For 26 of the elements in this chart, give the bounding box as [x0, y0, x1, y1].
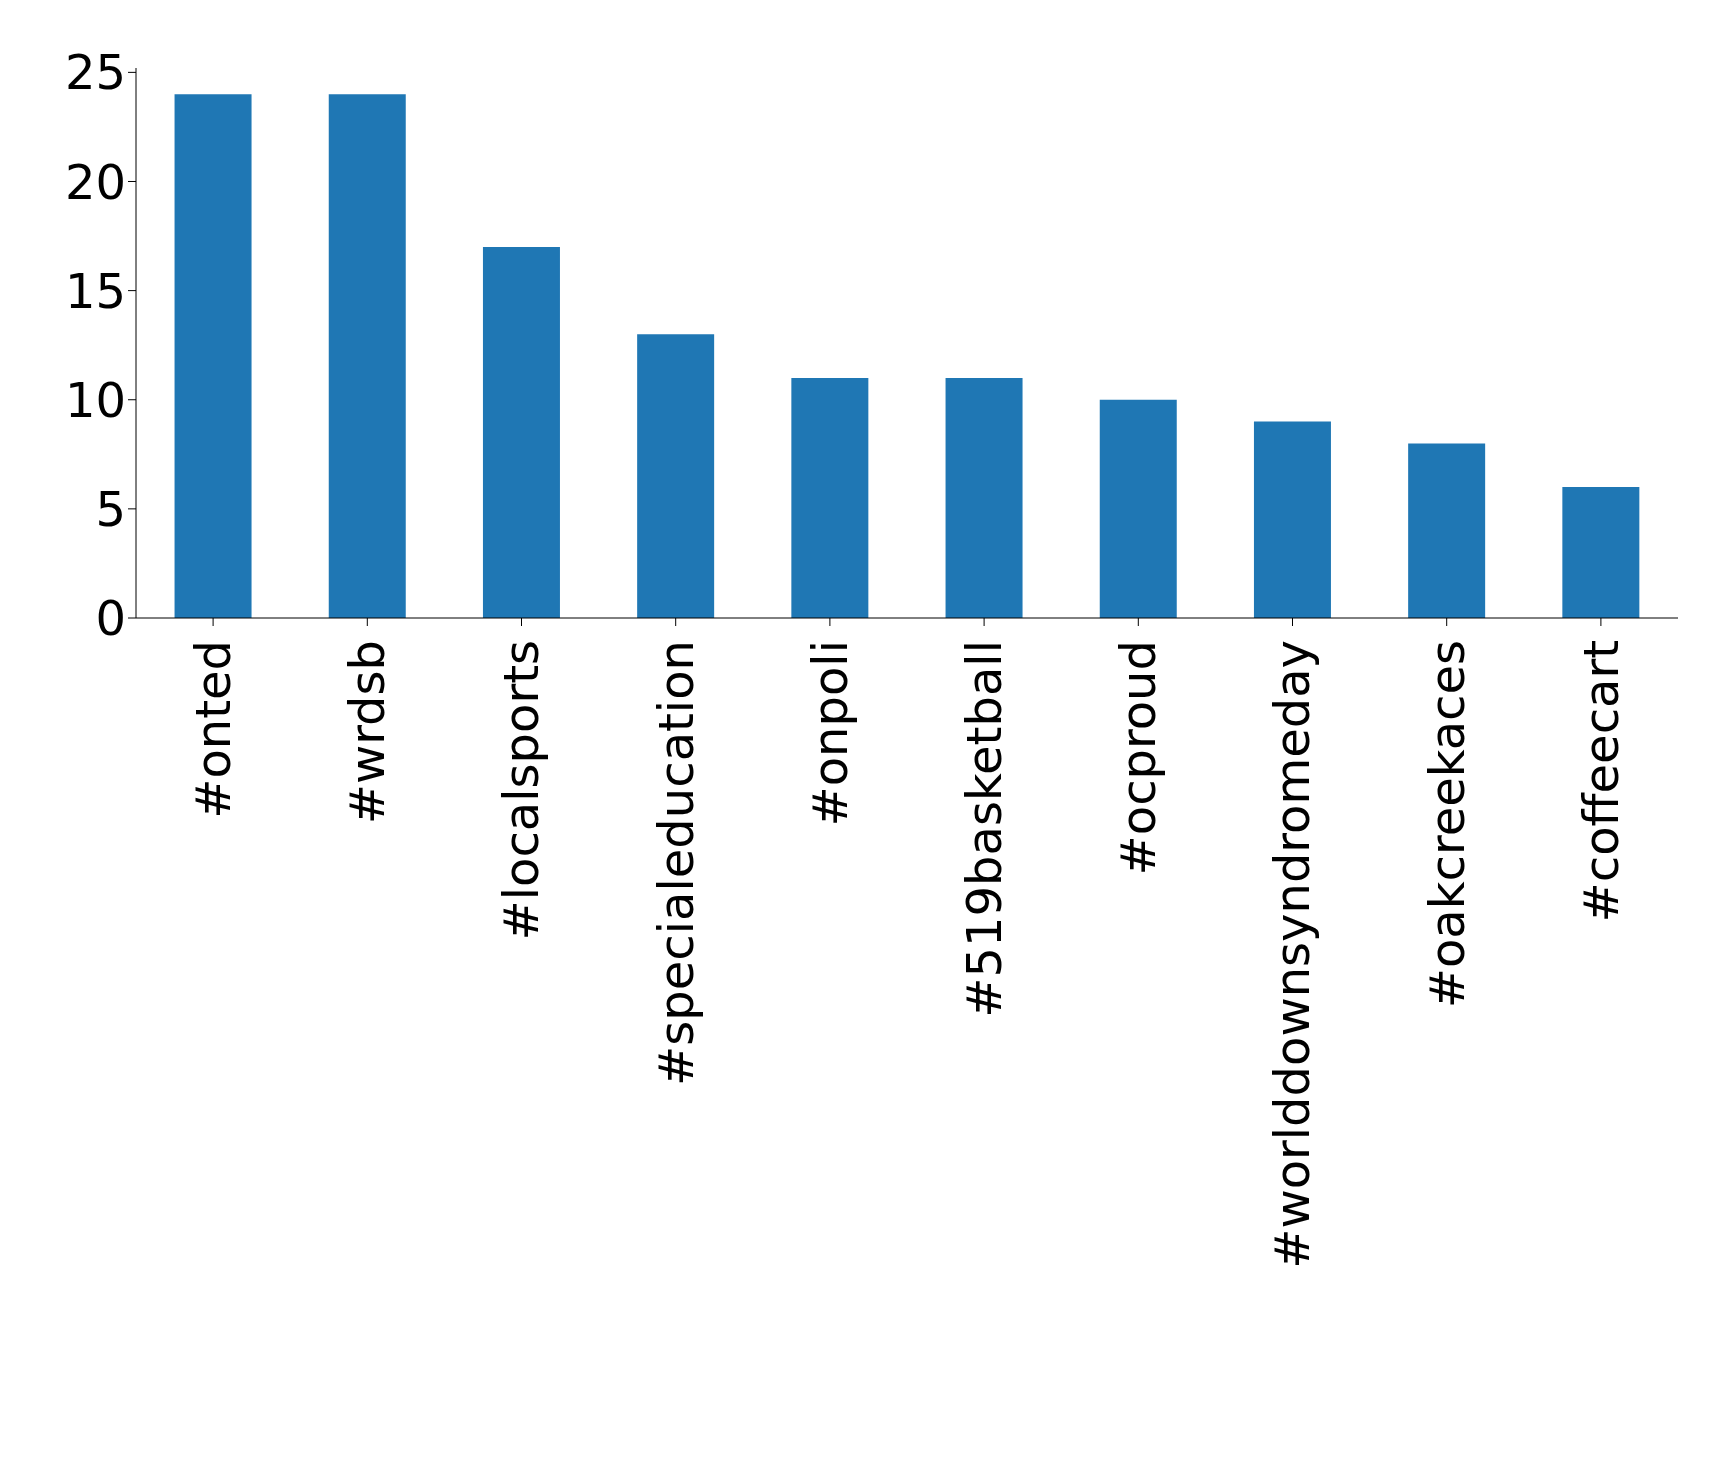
- bar: [945, 377, 1023, 618]
- bar: [791, 377, 869, 618]
- x-tick-label: #specialeducation: [647, 640, 704, 1086]
- y-tick-label: 5: [95, 480, 126, 537]
- bar: [1408, 443, 1486, 618]
- y-tick-label: 20: [64, 153, 126, 210]
- x-tick-label: #oakcreekaces: [1418, 640, 1475, 1009]
- bar: [637, 334, 715, 618]
- x-tick-label: #coffeecart: [1572, 640, 1629, 923]
- x-tick-label: #worlddownsyndromeday: [1264, 640, 1321, 1269]
- y-tick-label: 25: [64, 44, 126, 101]
- bar: [1562, 487, 1640, 618]
- bar: [328, 94, 406, 618]
- x-tick-label: #wrdsb: [339, 640, 396, 825]
- x-tick-label: #ocproud: [1110, 640, 1167, 876]
- x-tick-label: #localsports: [493, 640, 550, 941]
- y-tick-label: 15: [64, 262, 126, 319]
- y-tick-label: 0: [95, 590, 126, 647]
- y-tick-label: 10: [64, 371, 126, 428]
- bar: [1099, 399, 1177, 618]
- bar: [174, 94, 252, 618]
- x-tick-label: #519basketball: [955, 640, 1012, 1018]
- bar: [1253, 421, 1331, 618]
- x-tick-label: #onted: [184, 640, 241, 819]
- bar: [482, 246, 560, 618]
- x-tick-label: #onpoli: [801, 640, 858, 827]
